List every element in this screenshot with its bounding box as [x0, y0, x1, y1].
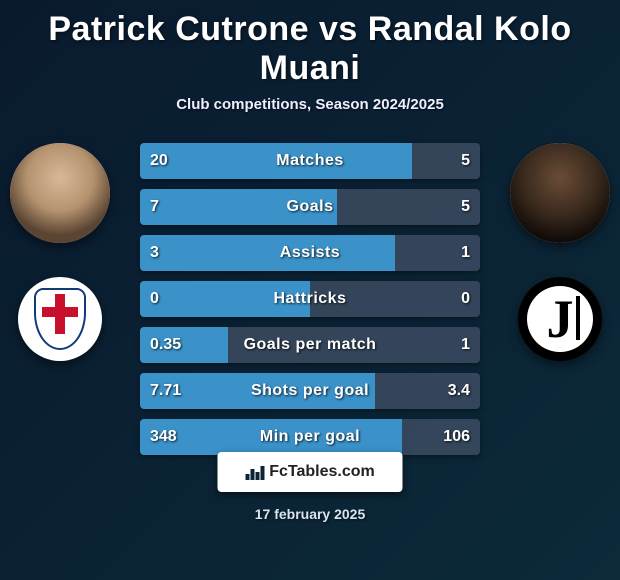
brand-badge[interactable]: FcTables.com	[218, 452, 403, 492]
stat-row: 00Hattricks	[140, 281, 480, 317]
player-left-avatar	[10, 143, 110, 243]
stat-label: Hattricks	[140, 281, 480, 317]
stat-label: Assists	[140, 235, 480, 271]
stat-row: 348106Min per goal	[140, 419, 480, 455]
stat-label: Goals per match	[140, 327, 480, 363]
club-right-badge: J	[518, 277, 602, 361]
face-placeholder-icon	[10, 143, 110, 243]
stat-row: 0.351Goals per match	[140, 327, 480, 363]
stat-rows: 205Matches 75Goals 31Assists 00Hattricks 0.3…	[140, 143, 480, 465]
como-crest-icon	[34, 288, 86, 350]
page-title: Patrick Cutrone vs Randal Kolo Muani	[0, 0, 620, 88]
stat-label: Matches	[140, 143, 480, 179]
stat-label: Shots per goal	[140, 373, 480, 409]
date-text: 17 february 2025	[0, 506, 620, 522]
comparison-area: J 205Matches 75Goals 31Assists 00Hattricks 0…	[0, 143, 620, 473]
stat-row: 205Matches	[140, 143, 480, 179]
face-placeholder-icon	[510, 143, 610, 243]
stat-label: Min per goal	[140, 419, 480, 455]
stat-label: Goals	[140, 189, 480, 225]
subtitle: Club competitions, Season 2024/2025	[0, 96, 620, 113]
stat-row: 31Assists	[140, 235, 480, 271]
club-left-badge	[18, 277, 102, 361]
stat-row: 7.713.4Shots per goal	[140, 373, 480, 409]
stat-row: 75Goals	[140, 189, 480, 225]
chart-icon	[245, 464, 263, 480]
player-right-avatar	[510, 143, 610, 243]
brand-text: FcTables.com	[269, 463, 375, 481]
juventus-crest-icon: J	[527, 286, 593, 352]
